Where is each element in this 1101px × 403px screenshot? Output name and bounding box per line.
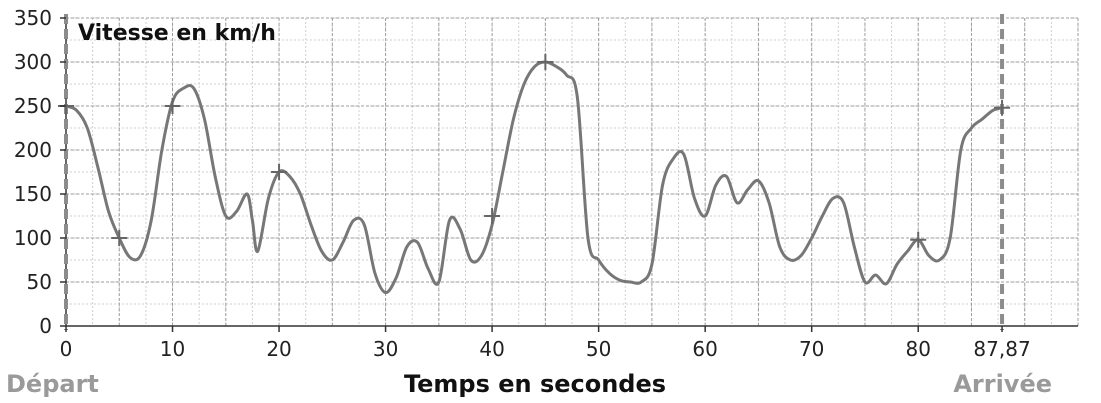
data-marker [484,208,501,224]
series-group [64,60,1004,295]
data-marker [537,54,554,70]
y-tick-label: 200 [14,138,52,162]
y-tick-label: 300 [14,50,52,74]
speed-series-line [64,60,1004,295]
data-marker [164,98,181,114]
x-tick-label: 70 [799,337,824,361]
data-marker [910,231,927,248]
data-marker [271,164,288,180]
y-tick-label: 250 [14,94,52,118]
data-marker [111,230,128,246]
x-tick-label: 87,87 [973,337,1030,361]
x-tick-label: 60 [692,337,717,361]
start-finish-lines [64,14,1005,330]
finish-label: Arrivée [953,370,1052,398]
y-tick-label: 150 [14,182,52,206]
x-tick-label: 80 [905,337,930,361]
start-label: Départ [6,370,99,398]
y-tick-label: 50 [27,270,52,294]
x-tick-labels: 0 10 20 30 40 50 60 70 80 87,87 [60,326,1031,361]
markers-group [58,54,1011,248]
y-tick-label: 350 [14,6,52,30]
chart-title: Vitesse en km/h [78,21,276,46]
x-axis-title: Temps en secondes [404,370,666,398]
x-tick-label: 30 [373,337,398,361]
y-tick-labels: 0 50 100 150 200 250 300 350 [14,6,66,338]
x-tick-label: 20 [266,337,291,361]
minor-grid [65,17,1079,327]
x-tick-label: 10 [160,337,185,361]
x-tick-label: 0 [60,337,73,361]
x-tick-label: 40 [479,337,504,361]
x-tick-label: 50 [586,337,611,361]
y-tick-label: 0 [39,314,52,338]
y-tick-label: 100 [14,226,52,250]
data-marker [994,99,1011,116]
